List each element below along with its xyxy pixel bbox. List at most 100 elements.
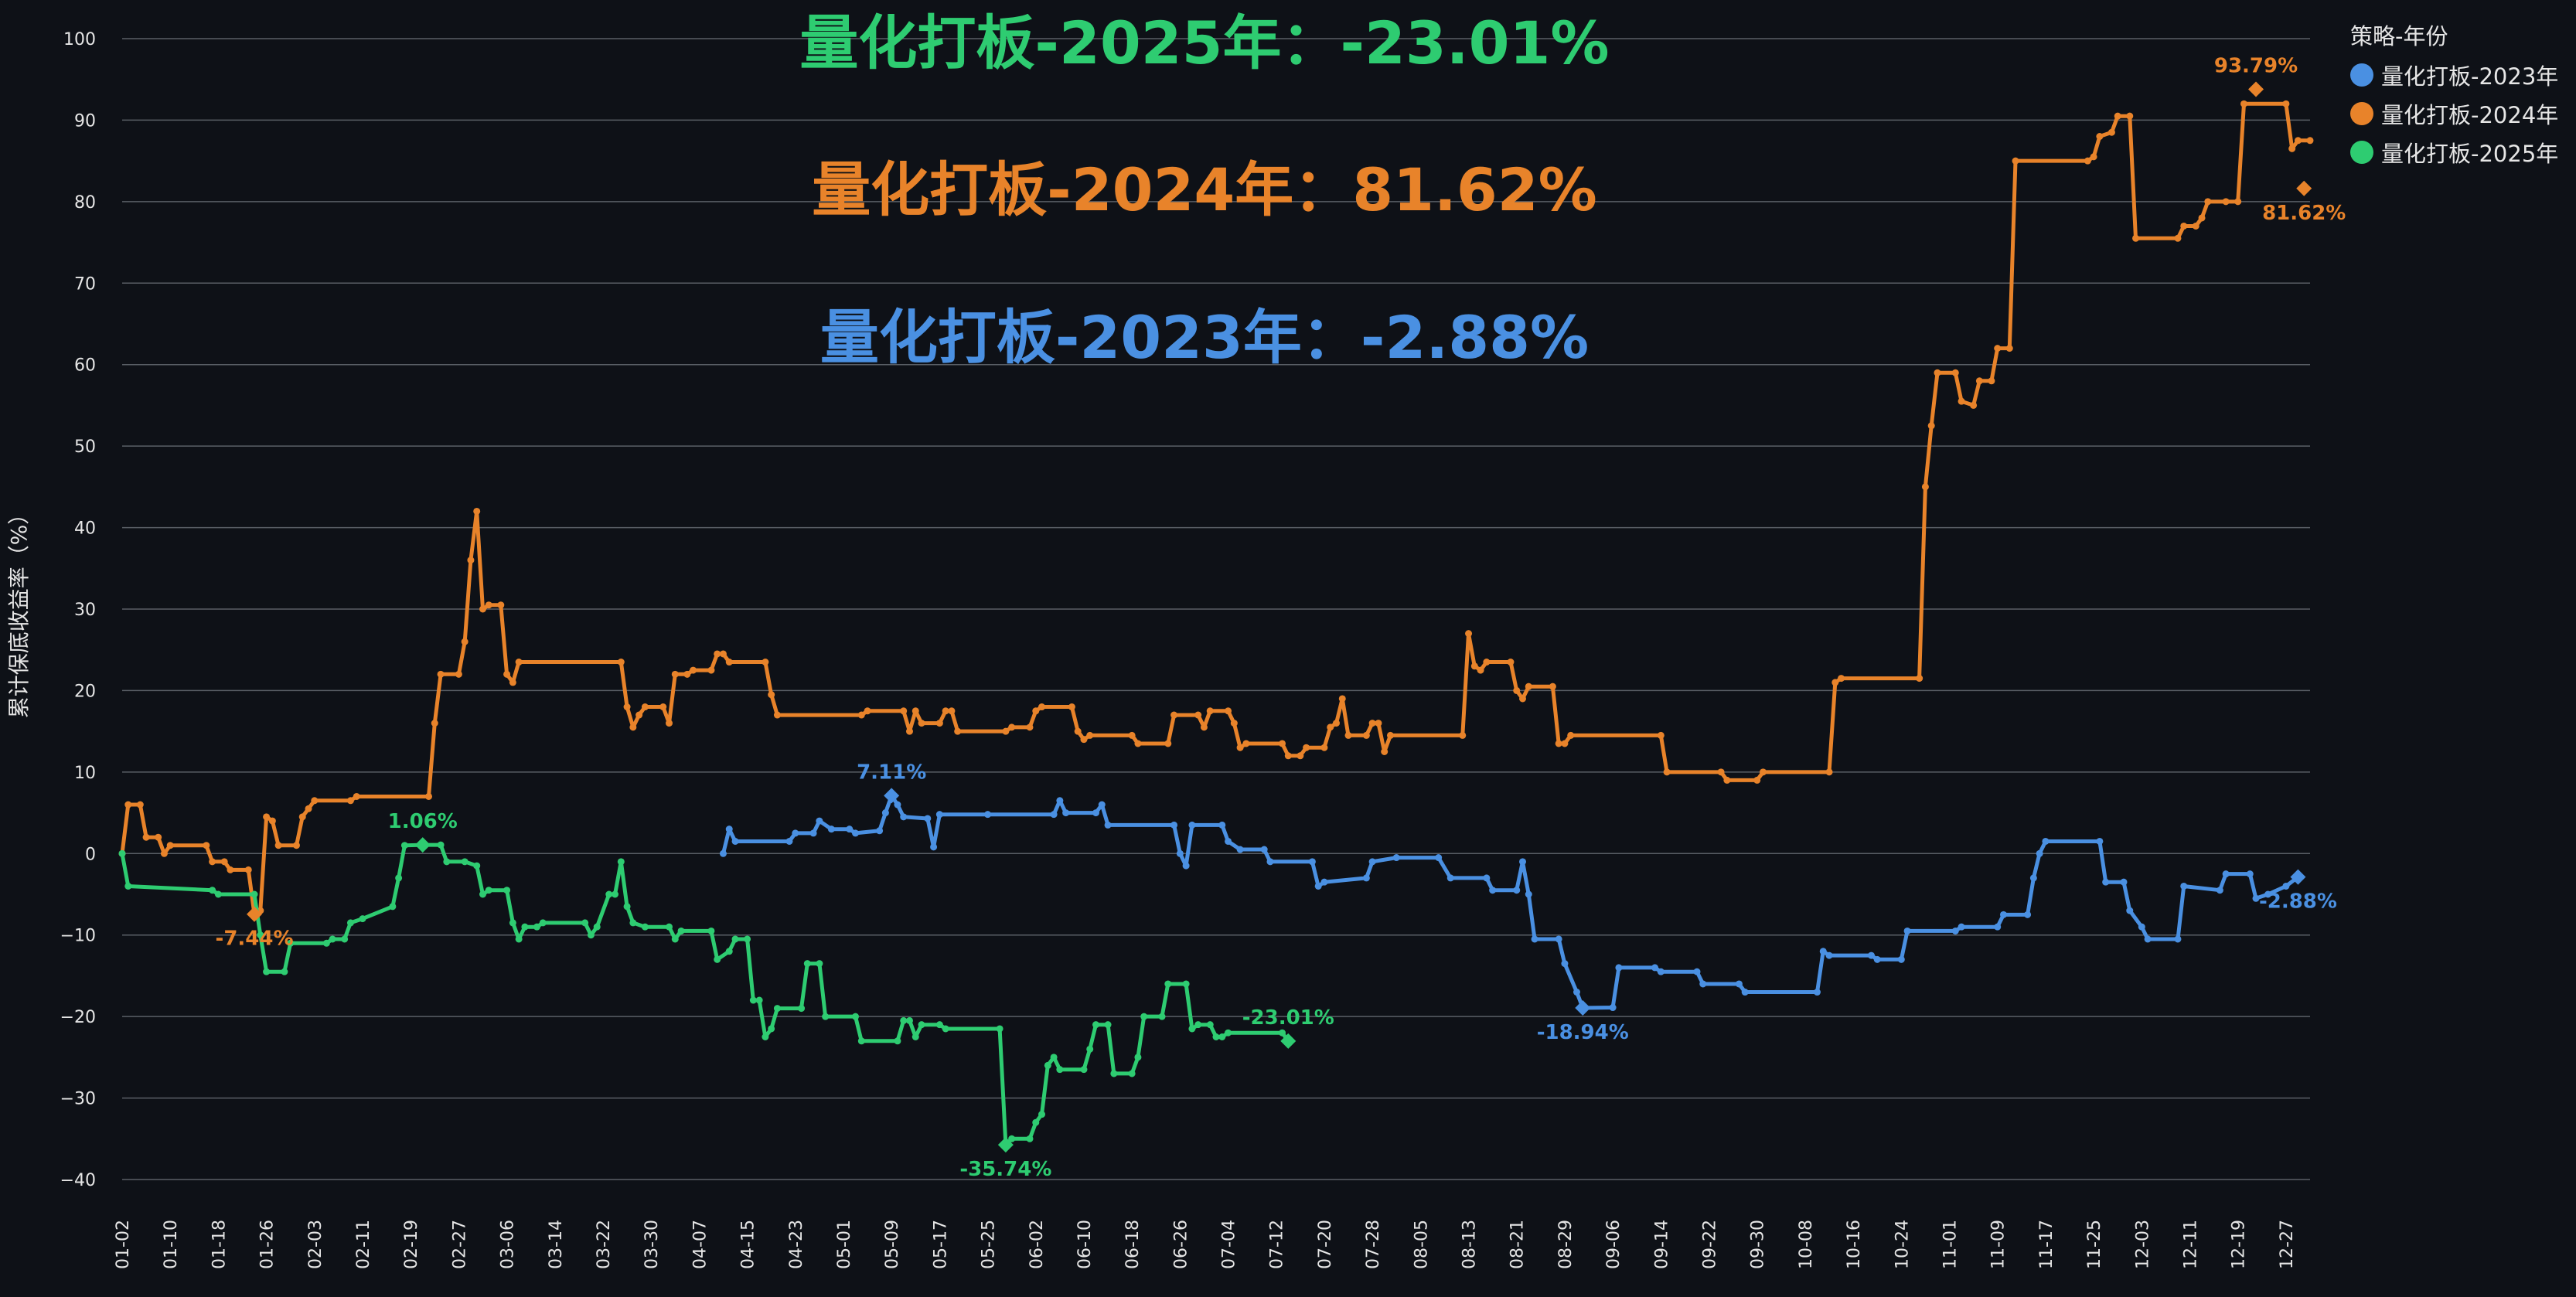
x-tick-label: 01-18 — [210, 1220, 229, 1269]
x-tick-label: 09-14 — [1652, 1220, 1671, 1269]
data-point — [2264, 890, 2272, 898]
data-point — [353, 792, 360, 800]
series-2 — [118, 841, 1292, 1149]
data-point — [1158, 1013, 1166, 1020]
data-point — [1044, 1061, 1051, 1069]
data-point — [2282, 100, 2290, 107]
data-point — [803, 960, 811, 968]
data-point — [935, 720, 943, 727]
data-point — [809, 829, 817, 837]
data-point — [1386, 731, 1394, 739]
data-point — [911, 1033, 919, 1040]
data-point — [1723, 776, 1731, 784]
data-point — [1549, 683, 1556, 690]
data-point — [2246, 870, 2254, 878]
data-point — [857, 711, 865, 719]
data-point — [725, 826, 733, 833]
data-point — [1056, 1066, 1064, 1074]
x-tick-label: 04-07 — [690, 1220, 710, 1269]
data-point — [437, 841, 445, 849]
x-tick-label: 11-09 — [1989, 1220, 2009, 1269]
data-point — [1314, 882, 1322, 890]
y-tick-label: 100 — [63, 30, 96, 49]
data-point — [359, 915, 366, 923]
data-point — [852, 1013, 860, 1020]
data-point — [1266, 858, 1274, 866]
x-tick-label: 09-06 — [1604, 1220, 1624, 1269]
data-point — [515, 659, 523, 666]
data-point — [443, 858, 451, 866]
data-point — [539, 919, 547, 927]
data-point — [996, 1025, 1003, 1033]
data-point — [852, 829, 860, 837]
data-point — [1260, 846, 1268, 853]
data-point — [2180, 882, 2188, 890]
data-point — [503, 887, 511, 894]
data-point — [1958, 397, 1965, 405]
data-point — [749, 996, 757, 1004]
data-point — [666, 720, 673, 727]
x-tick-label: 11-01 — [1941, 1220, 1961, 1269]
x-tick-label: 10-08 — [1797, 1220, 1816, 1269]
data-point — [227, 866, 234, 873]
data-point — [1760, 768, 1767, 776]
data-point — [690, 666, 697, 674]
annotation-marker — [414, 837, 431, 853]
data-point — [485, 887, 492, 894]
data-point — [773, 1005, 781, 1013]
x-tick-label: 03-22 — [595, 1220, 614, 1269]
data-point — [1819, 948, 1827, 955]
legend-item-2024[interactable]: 量化打板-2024年 — [2350, 94, 2558, 133]
data-point — [1170, 821, 1178, 829]
data-point — [2180, 222, 2188, 230]
data-point — [1903, 927, 1911, 934]
data-point — [2090, 153, 2097, 161]
data-point — [1753, 776, 1761, 784]
data-point — [1225, 1029, 1232, 1037]
data-point — [942, 707, 949, 715]
data-point — [1104, 821, 1112, 829]
data-point — [503, 670, 511, 678]
x-tick-label: 07-28 — [1364, 1220, 1383, 1269]
x-tick-label: 01-26 — [258, 1220, 278, 1269]
data-point — [1206, 707, 1214, 715]
data-point — [274, 842, 282, 849]
legend-item-2023[interactable]: 量化打板-2023年 — [2350, 56, 2558, 94]
y-tick-label: 70 — [74, 274, 96, 294]
annotation-marker — [1575, 999, 1591, 1016]
x-tick-label: 02-27 — [450, 1220, 469, 1269]
data-point — [1303, 744, 1310, 751]
data-point — [1519, 858, 1527, 866]
data-point — [816, 960, 823, 968]
y-tick-label: 10 — [74, 764, 96, 783]
data-point — [1182, 980, 1190, 988]
x-tick-label: 02-03 — [306, 1220, 325, 1269]
data-point — [1279, 740, 1286, 747]
data-point — [894, 801, 901, 808]
data-point — [257, 931, 264, 939]
summary-titles: 量化打板-2025年：-23.01% 量化打板-2024年：81.62% 量化打板-… — [799, 9, 1609, 372]
grid-lines — [122, 38, 2310, 1180]
data-point — [2005, 345, 2013, 352]
data-point — [1609, 1004, 1617, 1012]
annotation-marker — [2248, 81, 2264, 97]
legend: 策略-年份 量化打板-2023年 量化打板-2024年 量化打板-2025年 — [2350, 19, 2558, 172]
legend-title: 策略-年份 — [2350, 23, 2448, 49]
data-point — [1308, 858, 1316, 866]
x-tick-label: 08-29 — [1556, 1220, 1576, 1269]
data-point — [214, 890, 222, 898]
y-tick-label: −10 — [60, 927, 96, 946]
data-point — [905, 727, 913, 735]
data-point — [755, 996, 763, 1004]
data-point — [515, 935, 523, 943]
x-tick-label: 10-16 — [1845, 1220, 1864, 1269]
data-point — [1741, 989, 1749, 996]
x-tick-label: 11-17 — [2037, 1220, 2056, 1269]
annotation-marker — [247, 906, 263, 922]
data-point — [1086, 1045, 1094, 1053]
x-tick-label: 03-14 — [547, 1220, 566, 1269]
legend-item-2025[interactable]: 量化打板-2025年 — [2350, 133, 2558, 172]
data-point — [911, 707, 919, 715]
x-tick-label: 11-25 — [2085, 1220, 2104, 1269]
data-point — [1176, 849, 1184, 857]
